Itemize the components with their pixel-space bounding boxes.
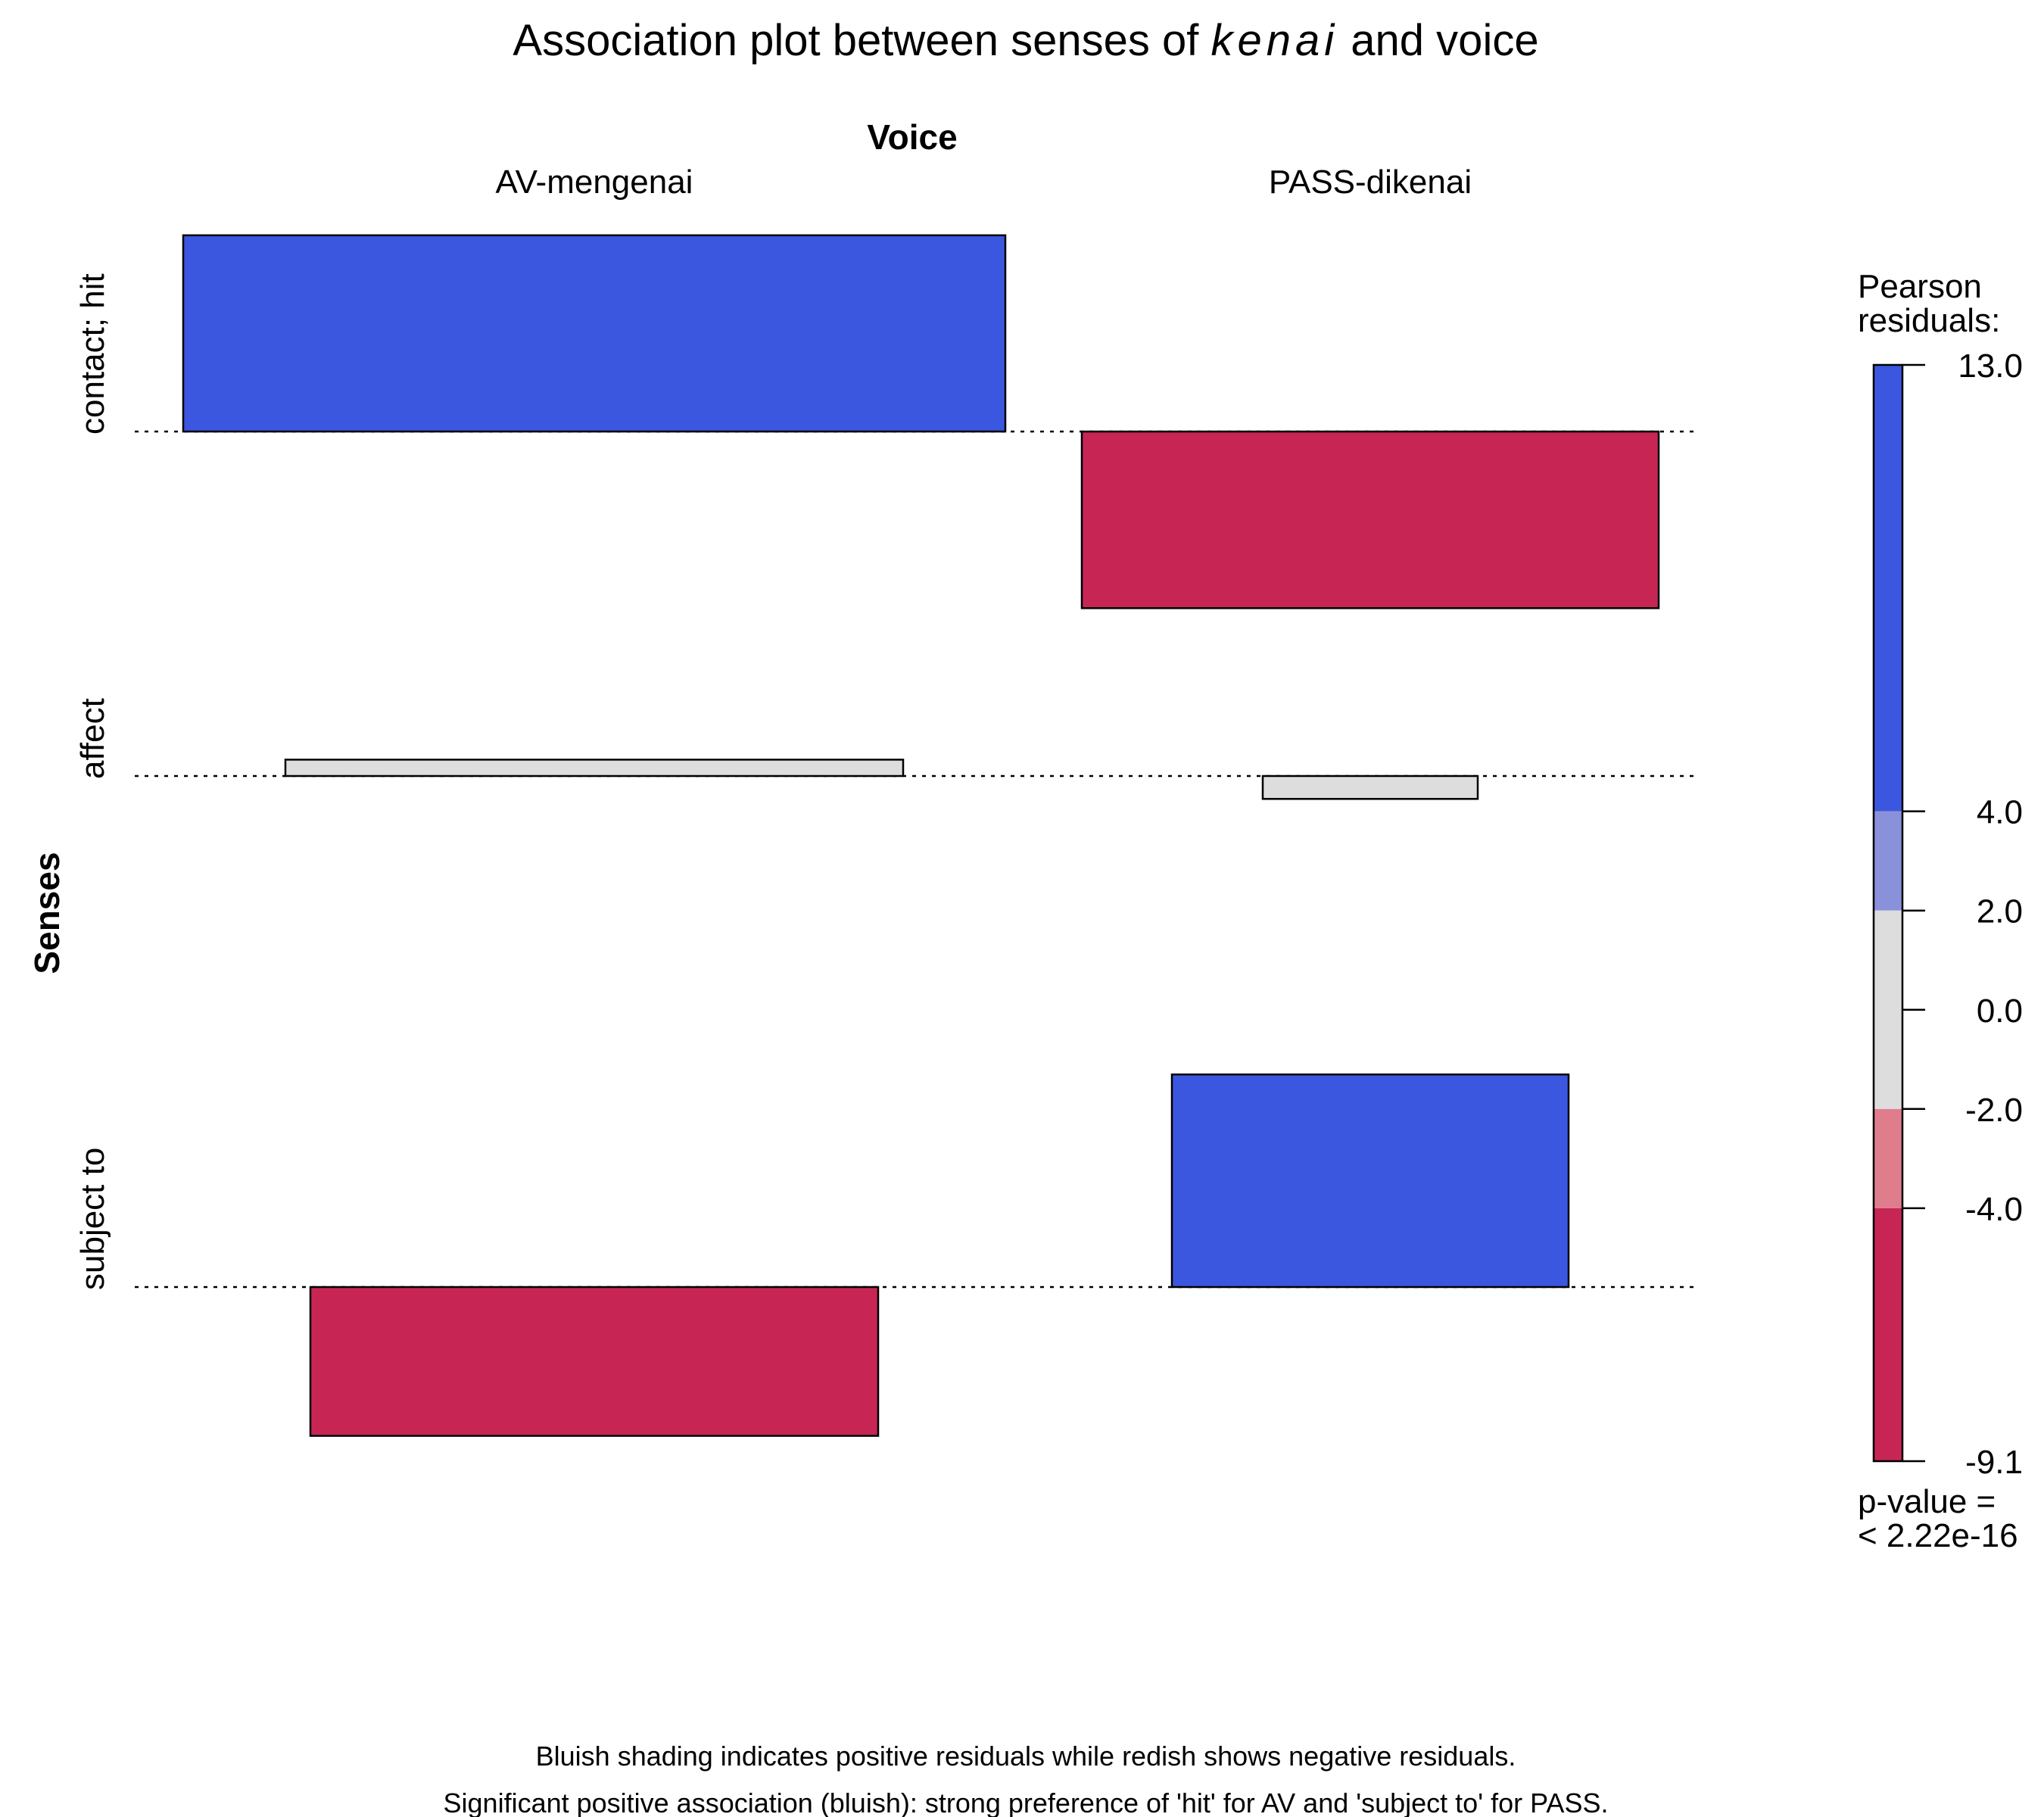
legend-band-strong-positive	[1874, 365, 1902, 812]
chart-title-prefix: Association plot between senses of	[513, 16, 1199, 65]
bar-contact-hit-av-mengenai	[182, 234, 1007, 433]
legend-band-moderate-positive	[1874, 811, 1902, 911]
legend-title-line-2: residuals:	[1858, 302, 2000, 339]
chart-title-italic: kenai	[1211, 16, 1339, 65]
legend-tick-label: 13.0	[1958, 348, 2023, 385]
row-labels: contact; hit affect subject to	[74, 273, 111, 1290]
legend-title-line-1: Pearson	[1858, 268, 1982, 305]
legend-tick-label: 2.0	[1977, 893, 2023, 930]
row-label-subject-to: subject to	[74, 1148, 111, 1290]
row-label-affect: affect	[74, 698, 111, 779]
legend-pvalue-line-2: < 2.22e-16	[1858, 1517, 2018, 1554]
residual-bars	[182, 234, 1660, 1437]
legend-bar-outline	[1872, 363, 1904, 1463]
column-label-pass-dikenai: PASS-dikenai	[1269, 164, 1472, 201]
legend-tick-label: -4.0	[1965, 1191, 2023, 1228]
bar-affect-pass-dikenai	[1261, 774, 1479, 800]
legend-title: Pearson residuals:	[1858, 268, 2000, 339]
bar-subject-to-pass-dikenai	[1170, 1073, 1570, 1289]
caption-line-1: Bluish shading indicates positive residu…	[536, 1741, 1516, 1772]
legend-band-moderate-negative	[1874, 1108, 1902, 1208]
bar-subject-to-av-mengenai	[309, 1286, 880, 1437]
column-variable-label: Voice	[867, 117, 957, 157]
caption-line-2: Significant positive association (bluish…	[444, 1787, 1609, 1817]
legend-band-strong-negative	[1874, 1208, 1902, 1461]
row-variable-label: Senses	[27, 852, 67, 974]
bar-contact-hit-pass-dikenai	[1080, 430, 1660, 609]
legend-band-neutral	[1874, 910, 1902, 1109]
legend-ticks: 13.0 4.0 2.0 0.0 -2.0 -4.0 -9.1	[1902, 348, 2023, 1481]
row-label-contact-hit: contact; hit	[74, 273, 111, 435]
legend-tick-label: 4.0	[1977, 794, 2023, 831]
legend: Pearson residuals: 13.0 4.0 2.0 0.0 -2.0 -4.0…	[1858, 268, 2023, 1554]
legend-pvalue-line-1: p-value =	[1858, 1483, 1996, 1520]
legend-tick-label: -9.1	[1965, 1444, 2023, 1481]
legend-tick-label: -2.0	[1965, 1092, 2023, 1129]
chart-title-suffix: and voice	[1351, 16, 1538, 65]
column-labels: AV-mengenai PASS-dikenai	[496, 164, 1472, 201]
chart-title: Association plot between senses of kenai…	[513, 16, 1538, 65]
legend-tick-label: 0.0	[1977, 993, 2023, 1030]
bar-affect-av-mengenai	[284, 759, 905, 778]
legend-pvalue: p-value = < 2.22e-16	[1858, 1483, 2018, 1554]
legend-color-bar	[1872, 363, 1904, 1463]
column-label-av-mengenai: AV-mengenai	[496, 164, 693, 201]
